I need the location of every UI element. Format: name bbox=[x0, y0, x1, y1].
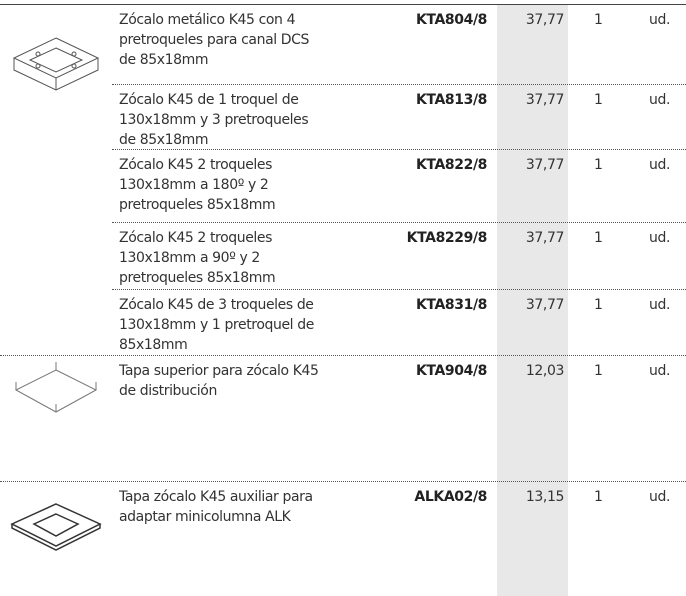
product-image bbox=[10, 503, 102, 551]
row-separator bbox=[112, 289, 686, 290]
row-separator bbox=[0, 481, 686, 482]
table-row: Tapa zócalo K45 auxiliar para adaptar min… bbox=[0, 482, 686, 596]
product-code: KTA8229/8 bbox=[406, 230, 488, 246]
top-rule bbox=[0, 4, 686, 5]
description-line: de distribución bbox=[119, 383, 217, 399]
description-line: Zócalo K45 de 3 troqueles de bbox=[119, 297, 314, 313]
description-line: de 85x18mm bbox=[119, 52, 209, 68]
description-line: Zócalo metálico K45 con 4 bbox=[119, 12, 296, 28]
description: Zócalo metálico K45 con 4 pretroqueles pa… bbox=[119, 10, 369, 70]
price: 37,77 bbox=[525, 157, 564, 173]
row-separator bbox=[112, 149, 686, 150]
table-row: Zócalo K45 de 3 troqueles de 130x18mm y 1… bbox=[0, 290, 686, 356]
description-line: Tapa zócalo K45 auxiliar para bbox=[119, 489, 313, 505]
product-image bbox=[14, 362, 98, 413]
row-separator bbox=[112, 222, 686, 223]
quantity: 1 bbox=[594, 297, 603, 313]
price: 37,77 bbox=[525, 12, 564, 28]
price: 13,15 bbox=[525, 489, 564, 505]
unit: ud. bbox=[648, 230, 670, 246]
product-image bbox=[12, 37, 100, 91]
quantity: 1 bbox=[594, 230, 603, 246]
price-column-bg bbox=[497, 5, 568, 596]
product-code: KTA831/8 bbox=[415, 297, 487, 313]
product-code: ALKA02/8 bbox=[414, 489, 487, 505]
price: 37,77 bbox=[525, 230, 564, 246]
quantity: 1 bbox=[594, 363, 603, 379]
quantity: 1 bbox=[594, 489, 603, 505]
product-code: KTA813/8 bbox=[415, 92, 487, 108]
table-row: Tapa superior para zócalo K45 de distribu… bbox=[0, 356, 686, 482]
product-code: KTA822/8 bbox=[415, 157, 487, 173]
product-code: KTA804/8 bbox=[415, 12, 487, 28]
price: 37,77 bbox=[525, 92, 564, 108]
description-line: pretroqueles para canal DCS bbox=[119, 32, 310, 48]
quantity: 1 bbox=[594, 157, 603, 173]
price: 12,03 bbox=[525, 363, 564, 379]
description-line: 130x18mm y 1 pretroquel de bbox=[119, 317, 314, 333]
unit: ud. bbox=[648, 92, 670, 108]
description: Zócalo K45 de 3 troqueles de 130x18mm y 1… bbox=[119, 295, 369, 355]
quantity: 1 bbox=[594, 92, 603, 108]
description-line: 130x18mm a 90º y 2 bbox=[119, 250, 260, 266]
description: Zócalo K45 de 1 troquel de 130x18mm y 3 p… bbox=[119, 90, 369, 150]
table-row: Zócalo K45 2 troqueles 130x18mm a 90º y 2… bbox=[0, 223, 686, 290]
description-line: de 85x18mm bbox=[119, 132, 209, 148]
description-line: 130x18mm a 180º y 2 bbox=[119, 177, 269, 193]
description-line: 130x18mm y 3 pretroqueles bbox=[119, 112, 309, 128]
description-line: Zócalo K45 2 troqueles bbox=[119, 157, 273, 173]
description: Zócalo K45 2 troqueles 130x18mm a 180º y … bbox=[119, 155, 369, 215]
description-line: Zócalo K45 2 troqueles bbox=[119, 230, 273, 246]
price: 37,77 bbox=[525, 297, 564, 313]
description: Zócalo K45 2 troqueles 130x18mm a 90º y 2… bbox=[119, 228, 369, 288]
description: Tapa zócalo K45 auxiliar para adaptar min… bbox=[119, 487, 369, 527]
description-line: Zócalo K45 de 1 troquel de bbox=[119, 92, 299, 108]
unit: ud. bbox=[648, 297, 670, 313]
unit: ud. bbox=[648, 363, 670, 379]
description-line: adaptar minicolumna ALK bbox=[119, 509, 291, 525]
row-separator bbox=[112, 84, 686, 85]
product-code: KTA904/8 bbox=[415, 363, 487, 379]
unit: ud. bbox=[648, 12, 670, 28]
table-row: Zócalo K45 2 troqueles 130x18mm a 180º y … bbox=[0, 150, 686, 223]
table-row: Zócalo metálico K45 con 4 pretroqueles pa… bbox=[0, 5, 686, 85]
unit: ud. bbox=[648, 489, 670, 505]
description-line: pretroqueles 85x18mm bbox=[119, 197, 276, 213]
description-line: Tapa superior para zócalo K45 bbox=[119, 363, 319, 379]
table-row: Zócalo K45 de 1 troquel de 130x18mm y 3 p… bbox=[0, 85, 686, 150]
quantity: 1 bbox=[594, 12, 603, 28]
unit: ud. bbox=[648, 157, 670, 173]
description: Tapa superior para zócalo K45 de distribu… bbox=[119, 361, 369, 401]
row-separator bbox=[0, 355, 686, 356]
description-line: 85x18mm bbox=[119, 337, 188, 353]
description-line: pretroqueles 85x18mm bbox=[119, 270, 276, 286]
